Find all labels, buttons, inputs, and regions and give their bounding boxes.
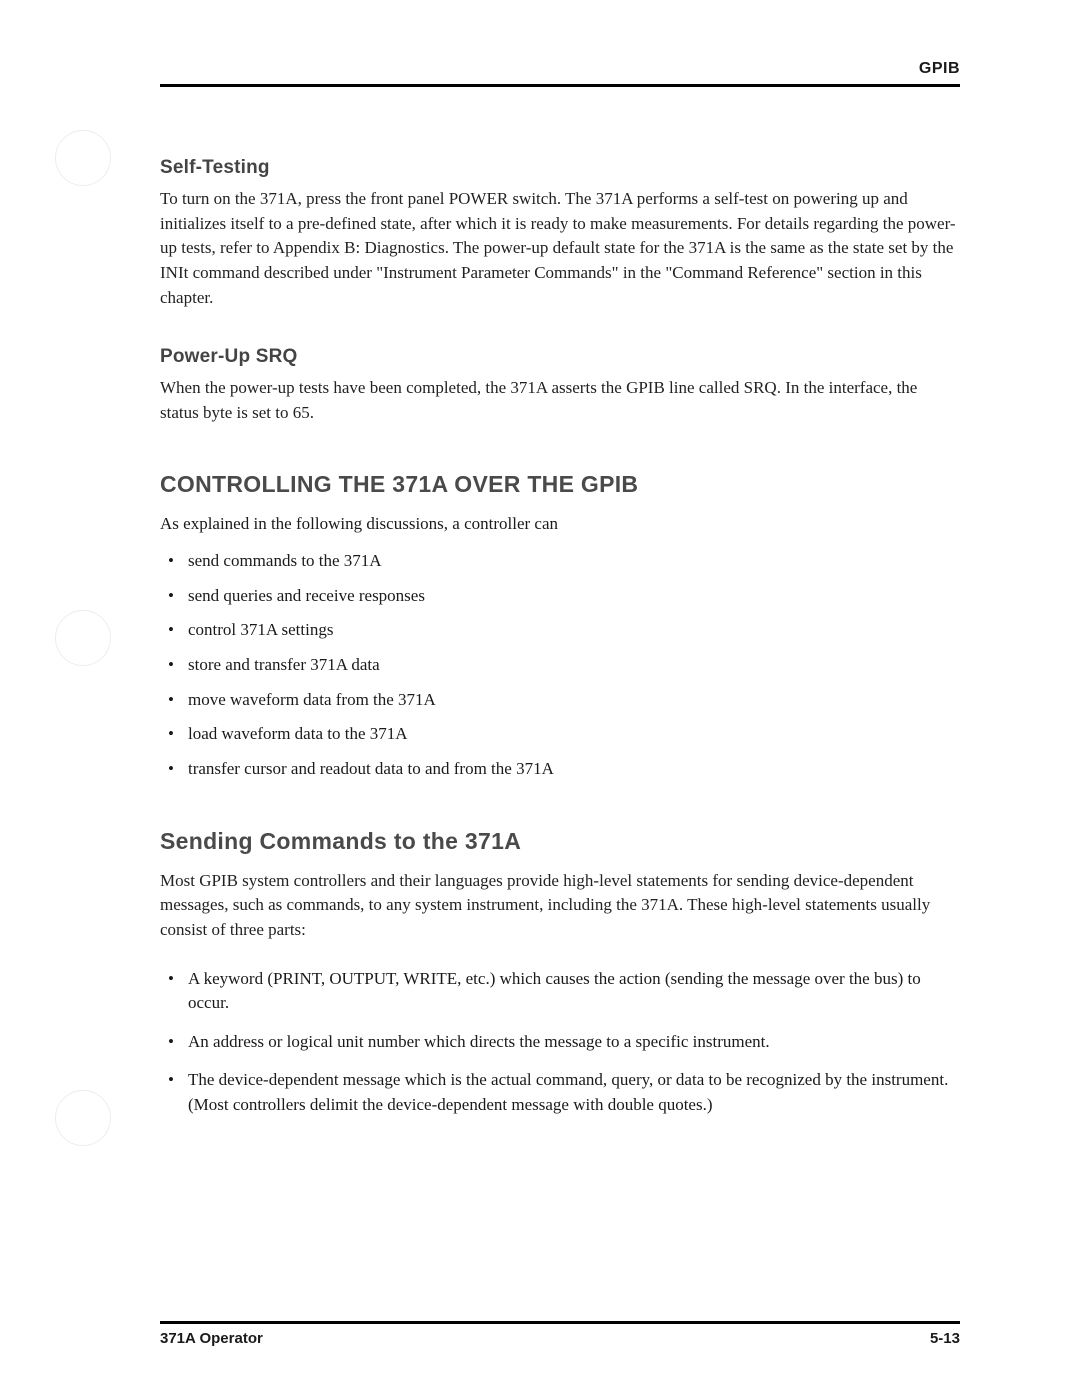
- paragraph-power-up-srq: When the power-up tests have been comple…: [160, 376, 960, 425]
- list-item: transfer cursor and readout data to and …: [160, 757, 960, 782]
- footer-rule: [160, 1321, 960, 1324]
- list-item: control 371A settings: [160, 618, 960, 643]
- footer-row: 371A Operator 5-13: [160, 1330, 960, 1347]
- list-item: send commands to the 371A: [160, 549, 960, 574]
- list-item: store and transfer 371A data: [160, 653, 960, 678]
- footer-page-number: 5-13: [930, 1330, 960, 1347]
- page-footer: 371A Operator 5-13: [160, 1321, 960, 1347]
- list-item: move waveform data from the 371A: [160, 688, 960, 713]
- document-page: GPIB Self-Testing To turn on the 371A, p…: [0, 0, 1080, 1397]
- punch-hole-icon: [55, 130, 111, 186]
- paragraph-controlling-intro: As explained in the following discussion…: [160, 512, 960, 537]
- heading-self-testing: Self-Testing: [160, 157, 960, 179]
- sending-bullet-list: A keyword (PRINT, OUTPUT, WRITE, etc.) w…: [160, 967, 960, 1118]
- list-item: A keyword (PRINT, OUTPUT, WRITE, etc.) w…: [160, 967, 960, 1016]
- paragraph-self-testing: To turn on the 371A, press the front pan…: [160, 187, 960, 310]
- list-item: The device-dependent message which is th…: [160, 1068, 960, 1117]
- punch-hole-icon: [55, 610, 111, 666]
- list-item: send queries and receive responses: [160, 584, 960, 609]
- heading-power-up-srq: Power-Up SRQ: [160, 346, 960, 368]
- heading-sending-commands: Sending Commands to the 371A: [160, 828, 960, 855]
- controlling-bullet-list: send commands to the 371A send queries a…: [160, 549, 960, 781]
- list-item: load waveform data to the 371A: [160, 722, 960, 747]
- paragraph-sending-body: Most GPIB system controllers and their l…: [160, 869, 960, 943]
- header-section-label: GPIB: [160, 60, 960, 78]
- header-rule: [160, 84, 960, 87]
- heading-controlling: CONTROLLING THE 371A OVER THE GPIB: [160, 471, 960, 498]
- footer-left-label: 371A Operator: [160, 1330, 263, 1347]
- list-item: An address or logical unit number which …: [160, 1030, 960, 1055]
- punch-hole-icon: [55, 1090, 111, 1146]
